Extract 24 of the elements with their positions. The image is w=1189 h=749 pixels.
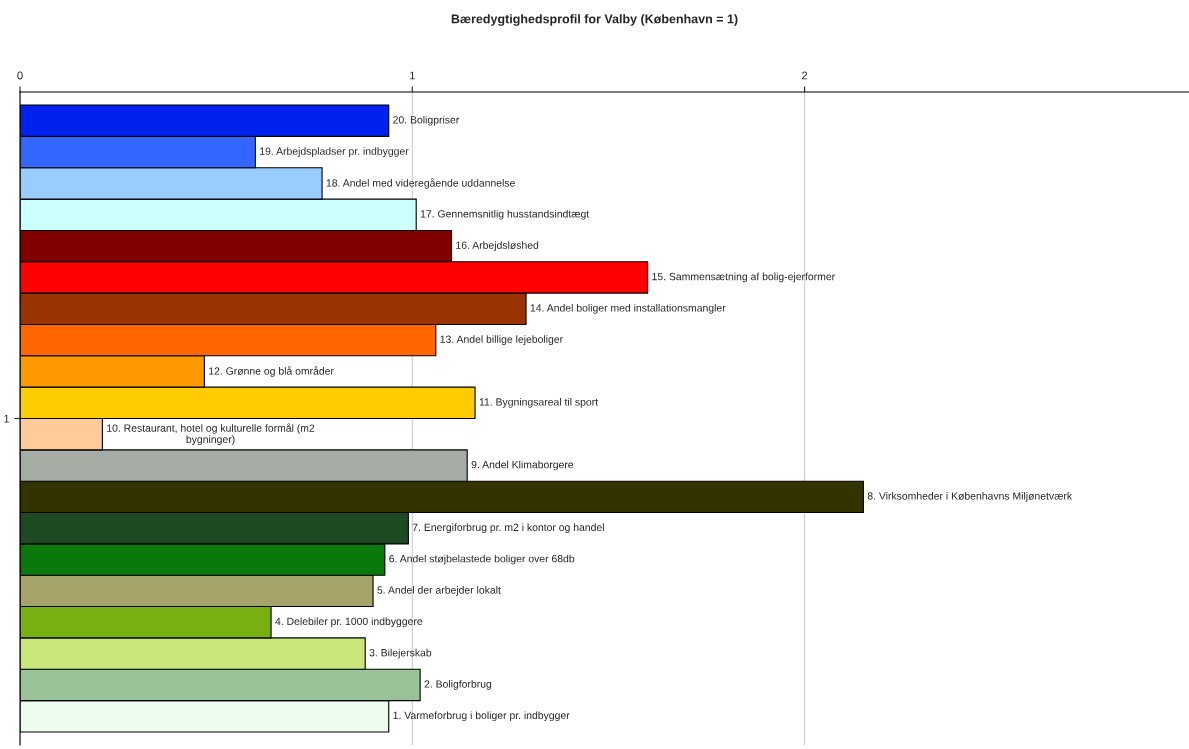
series-label: 8. Virksomheder i Københavns Miljønetværk [867, 492, 1073, 502]
x-tick-label: 0 [17, 71, 23, 80]
series-label: 13. Andel billige lejeboliger [440, 335, 563, 345]
series-label: 15. Sammensætning af bolig-ejerformer [652, 272, 835, 283]
series-label: 14. Andel boliger med installationsmangler [530, 303, 726, 314]
series-label: 12. Grønne og blå områder [209, 366, 334, 377]
series-label: 6. Andel støjbelastede boliger over 68db [389, 554, 575, 565]
series-label: 1. Varmeforbrug i boliger pr. indbygger [393, 711, 570, 722]
series-label: 9. Andel Klimaborgere [471, 460, 574, 471]
series-label: 17. Gennemsnitlig husstandsindtægt [420, 209, 590, 220]
series-label: 4. Delebiler pr. 1000 indbyggere [275, 617, 423, 628]
series-label: 18. Andel med videregående uddannelse [326, 178, 515, 189]
series-label: 3. Bilejerskab [369, 648, 432, 659]
x-tick-label: 2 [802, 71, 808, 80]
series-label: 7. Energiforbrug pr. m2 i kontor og handel [412, 523, 604, 534]
series-label: 10. Restaurant, hotel og kulturelle formål (m2 bygninger) [107, 423, 315, 446]
series-label: 11. Bygningsareal til sport [479, 397, 598, 408]
series-label: 5. Andel der arbejder lokalt [377, 586, 501, 596]
chart-title: Bæredygtighedsprofil for Valby (København = 1) [451, 14, 738, 26]
series-label: 16. Arbejdsløshed [456, 241, 539, 251]
series-label: 20. Boligpriser [393, 115, 460, 126]
x-tick-label: 1 [410, 71, 415, 80]
series-label: 19. Arbejdspladser pr. indbygger [260, 147, 409, 157]
series-label: 2. Boligforbrug [424, 680, 492, 690]
